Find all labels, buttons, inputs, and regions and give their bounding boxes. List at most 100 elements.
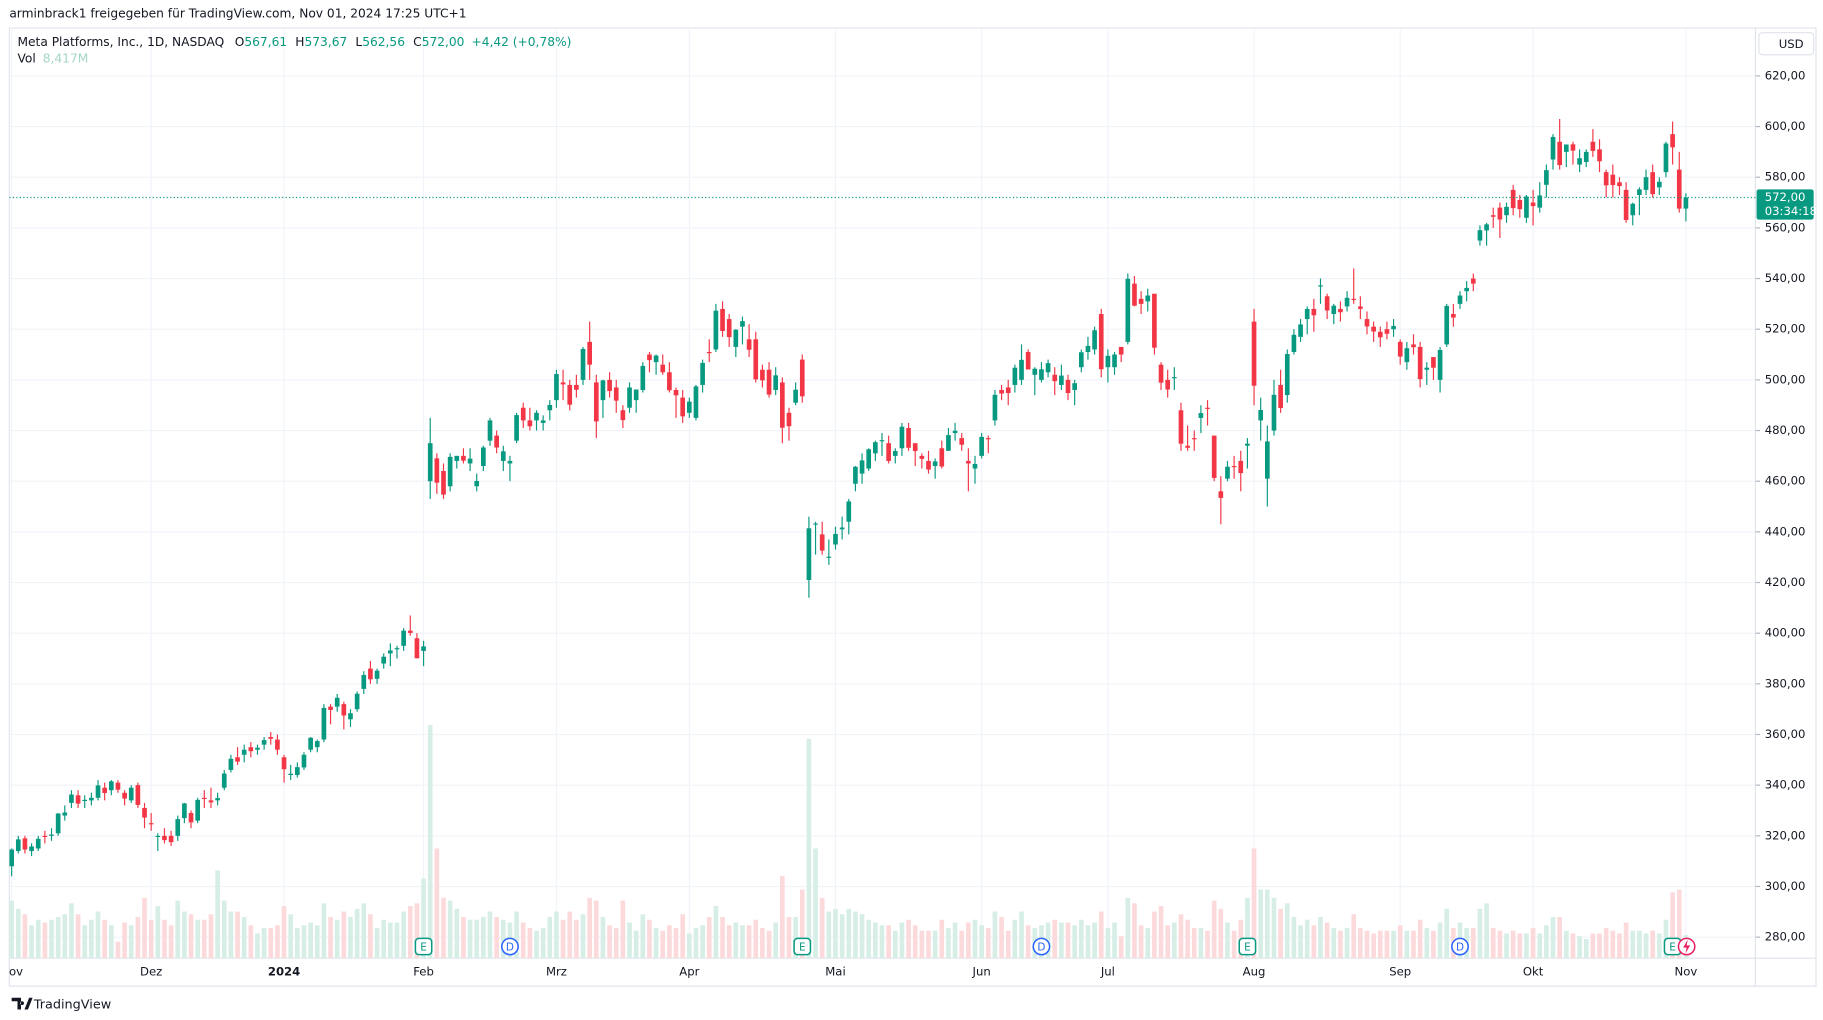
y-tick-label: 540,00 <box>1765 271 1806 285</box>
currency: USD <box>1779 37 1804 51</box>
volume-bar <box>1490 928 1496 959</box>
candle-body <box>1012 367 1018 385</box>
volume-bar <box>481 917 486 959</box>
candle-body <box>1152 293 1157 348</box>
volume-bar <box>89 919 94 959</box>
volume-bar <box>135 917 141 959</box>
candle-body <box>35 838 41 849</box>
volume-bar <box>680 914 686 959</box>
candle-body <box>1510 189 1516 209</box>
y-tick-label: 320,00 <box>1765 828 1806 842</box>
candle-body <box>647 354 652 361</box>
candle-body <box>1417 346 1423 380</box>
candle-body <box>328 706 333 710</box>
candle-body <box>1583 151 1589 163</box>
candle-body <box>1656 181 1662 188</box>
candle-body <box>1431 357 1436 368</box>
candle-body <box>195 799 201 821</box>
candle-body <box>859 460 865 474</box>
candle-body <box>1052 374 1058 382</box>
volume-bar <box>607 925 612 959</box>
candle-body <box>55 813 61 834</box>
volume-bar <box>720 917 725 959</box>
volume-bar <box>1171 922 1177 959</box>
volume-bar <box>1650 930 1656 959</box>
x-tick-label: Okt <box>1523 965 1544 979</box>
candle-body <box>1444 305 1450 345</box>
candle-body <box>1524 196 1529 218</box>
candle-body <box>427 443 433 482</box>
earnings-icon <box>414 937 433 956</box>
candle-body <box>421 646 426 651</box>
candle-body <box>627 387 632 408</box>
candle-body <box>235 757 240 762</box>
x-tick-label: Feb <box>413 965 434 979</box>
candle-body <box>514 415 519 441</box>
volume-bar <box>1563 930 1569 959</box>
volume-name: Vol <box>17 51 35 65</box>
volume-bar <box>593 900 599 959</box>
event-label: D <box>1037 942 1045 954</box>
candle-body <box>414 638 420 659</box>
y-tick-label: 580,00 <box>1765 170 1806 184</box>
candle-body <box>540 420 546 423</box>
volume-bar <box>361 903 367 959</box>
candle-body <box>1045 363 1051 373</box>
y-tick-label: 440,00 <box>1765 524 1806 538</box>
volume-bar <box>1570 933 1576 959</box>
volume-bar <box>1138 925 1144 959</box>
volume-bar <box>819 897 825 959</box>
volume-bar <box>9 900 14 959</box>
volume-legend: Vol 8,417M <box>17 51 88 65</box>
volume-bar <box>985 928 991 959</box>
candle-body <box>939 448 945 467</box>
legend-change: +4,42 (+0,78%) <box>471 35 571 49</box>
candle-body <box>201 797 207 799</box>
volume-bar <box>760 928 765 959</box>
volume-bar <box>414 903 420 959</box>
volume-bar <box>633 930 639 959</box>
volume-bar <box>1211 900 1217 959</box>
volume-bar <box>560 919 566 959</box>
volume-bar <box>1637 930 1642 959</box>
candle-body <box>1105 355 1111 368</box>
volume-bar <box>926 930 931 959</box>
volume-bar <box>1397 925 1403 959</box>
volume-bar <box>1012 919 1018 959</box>
y-tick-label: 500,00 <box>1765 372 1806 386</box>
volume-bar <box>1384 930 1390 959</box>
candle-body <box>1391 325 1396 330</box>
volume-bar <box>766 930 772 959</box>
candle-body <box>221 773 227 788</box>
candle-body <box>1185 445 1190 448</box>
volume-bar <box>1557 917 1562 959</box>
candle-body <box>753 339 759 380</box>
candle-body <box>241 749 247 755</box>
candle-body <box>1470 278 1476 284</box>
currency-button[interactable] <box>1758 32 1815 56</box>
volume-bar <box>95 911 101 959</box>
candle-body <box>1238 460 1244 474</box>
volume-bar <box>500 919 506 959</box>
volume-bar <box>1484 903 1489 959</box>
volume-bar <box>15 908 21 959</box>
candle-body <box>667 372 672 391</box>
candle-body <box>248 747 254 752</box>
volume-bar <box>1025 925 1031 959</box>
volume-bar <box>108 925 114 959</box>
candle-body <box>1132 283 1137 306</box>
candle-body <box>1085 345 1091 353</box>
volume-bar <box>1358 928 1363 959</box>
candle-body <box>1577 158 1582 165</box>
volume-bar <box>999 917 1004 959</box>
candle-body <box>1404 348 1410 363</box>
candle-body <box>567 384 573 405</box>
volume-bar <box>1424 928 1430 959</box>
volume-bar <box>1311 925 1317 959</box>
volume-bar <box>215 870 220 959</box>
candle-body <box>454 455 460 461</box>
volume-bar <box>1377 930 1383 959</box>
candle-body <box>368 668 373 680</box>
dividend-icon <box>501 937 519 956</box>
